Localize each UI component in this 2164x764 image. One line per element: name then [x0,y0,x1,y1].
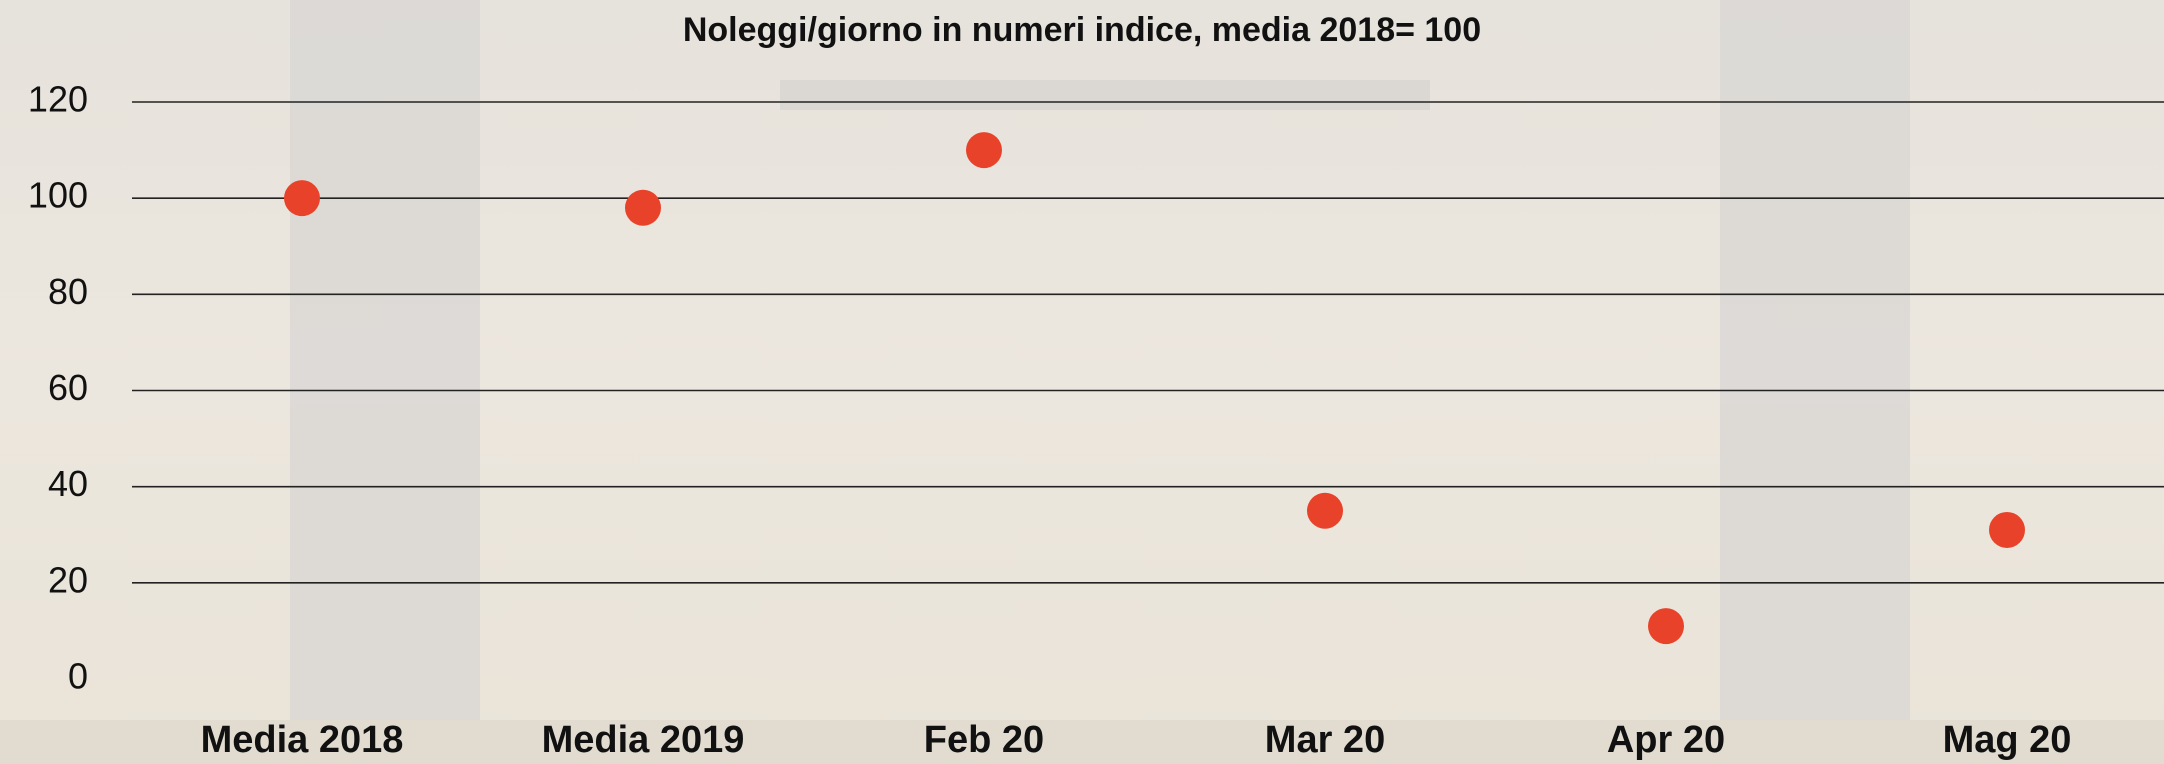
y-tick-label: 80 [48,271,88,312]
x-tick-label: Mag 20 [1943,719,2072,761]
data-point [1307,493,1343,529]
background-beam [780,80,1430,110]
y-tick-label: 40 [48,463,88,504]
y-tick-label: 120 [28,79,88,120]
x-tick-label: Apr 20 [1607,719,1725,761]
data-point [625,190,661,226]
y-tick-label: 60 [48,367,88,408]
chart: Noleggi/giorno in numeri indice, media 2… [0,0,2164,764]
data-point [966,132,1002,168]
data-point [284,180,320,216]
y-tick-label: 0 [68,656,88,697]
page: Noleggi/giorno in numeri indice, media 2… [0,0,2164,764]
background-pillar [290,0,480,764]
x-tick-label: Mar 20 [1265,719,1385,761]
background-pillar [1720,0,1910,764]
y-tick-label: 20 [48,559,88,600]
x-tick-label: Media 2018 [201,719,404,761]
chart-title: Noleggi/giorno in numeri indice, media 2… [683,11,1481,49]
data-point [1989,512,2025,548]
x-tick-label: Feb 20 [924,719,1044,761]
data-point [1648,608,1684,644]
x-tick-label: Media 2019 [542,719,745,761]
y-tick-label: 100 [28,175,88,216]
